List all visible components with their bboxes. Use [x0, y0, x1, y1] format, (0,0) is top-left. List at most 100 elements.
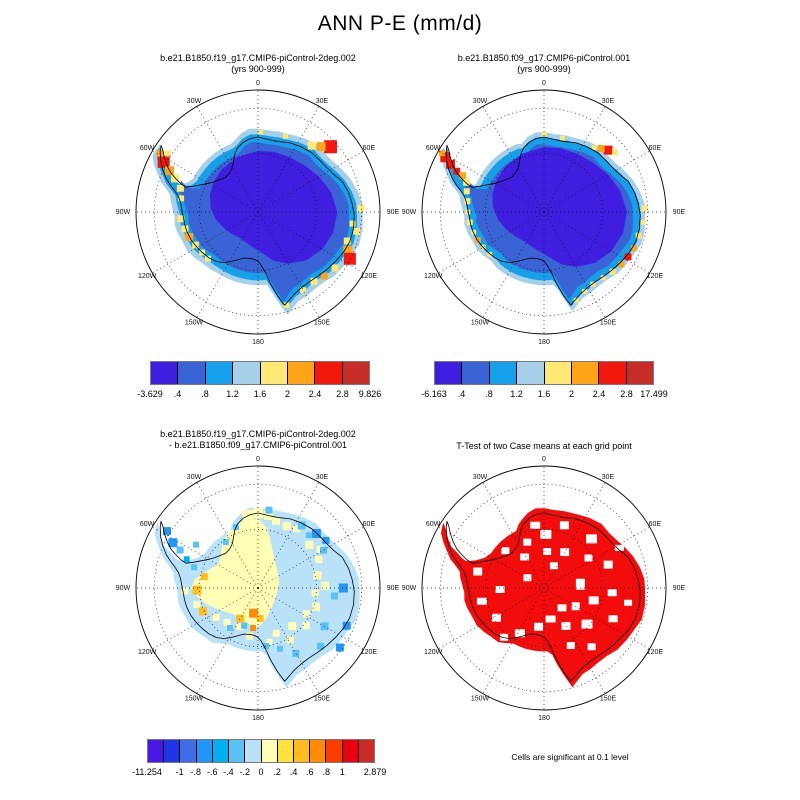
panel-title-line: (yrs 900-999) [231, 63, 285, 74]
panel-title-line: (yrs 900-999) [517, 63, 571, 74]
panel-title-line: b.e21.B1850.f09_g17.CMIP6-piControl.001 [457, 53, 631, 63]
map-difference: 0 30E 60E 90E 120E 150E 180 150W 120W 90W 60W 30W [116, 456, 400, 722]
colorbar-cell [309, 740, 326, 762]
svg-text:60W: 60W [140, 145, 155, 152]
colorbar-case2 [434, 361, 654, 385]
colorbar-cell [341, 362, 369, 384]
svg-text:30W: 30W [187, 474, 202, 481]
colorbar-cell [292, 740, 310, 762]
figure-title: ANN P-E (mm/d) [317, 12, 483, 35]
svg-text:90E: 90E [673, 585, 686, 592]
colorbar-cell [179, 740, 196, 762]
colorbar-tick-label: .4 [173, 389, 182, 399]
colorbar-tick-label: -6.163 [421, 389, 447, 399]
svg-text:30E: 30E [602, 98, 615, 105]
svg-text:150W: 150W [185, 320, 204, 327]
svg-text:150E: 150E [314, 320, 331, 327]
svg-text:60E: 60E [363, 521, 376, 528]
colorbar-cell [488, 362, 517, 384]
svg-text:90E: 90E [673, 209, 686, 216]
colorbar-cell [325, 740, 342, 762]
svg-text:180: 180 [252, 339, 264, 346]
svg-text:30W: 30W [187, 98, 202, 105]
svg-text:120E: 120E [647, 273, 664, 280]
panel-title-difference: b.e21.B1850.f19_g17.CMIP6-piControl-2deg… [98, 429, 418, 450]
colorbar-labels-case1: -3.629 .4 .8 1.2 1.6 2 2.4 2.8 9.826 [137, 389, 381, 401]
colorbar-cell [314, 362, 342, 384]
svg-text:30E: 30E [316, 98, 329, 105]
svg-text:90W: 90W [116, 585, 131, 592]
colorbar-tick-label: 9.826 [358, 389, 382, 399]
colorbar-cell [598, 362, 626, 384]
colorbar-cell [543, 362, 571, 384]
colorbar-labels-case2: -6.163 .4 .8 1.2 1.6 2 2.4 2.8 17.499 [421, 389, 668, 401]
panel-title-case1: b.e21.B1850.f19_g17.CMIP6-piControl-2deg… [98, 53, 418, 74]
colorbar-tick-label: -.4 [223, 767, 234, 777]
colorbar-cell [151, 362, 178, 384]
svg-text:150W: 150W [471, 320, 490, 327]
colorbar-cell [276, 740, 293, 762]
svg-text:150E: 150E [600, 320, 617, 327]
colorbar-tick-label: 1.6 [253, 389, 267, 399]
svg-text:30E: 30E [602, 474, 615, 481]
colorbar-cell [357, 740, 375, 762]
svg-text:150E: 150E [600, 696, 617, 703]
colorbar-cell [195, 740, 212, 762]
colorbar-cell [570, 362, 599, 384]
colorbar-cell [341, 740, 358, 762]
colorbar-tick-label: .8 [485, 389, 493, 399]
svg-text:180: 180 [538, 715, 550, 722]
colorbar-cell [625, 362, 653, 384]
colorbar-tick-label: 2.8 [336, 389, 349, 399]
colorbar-cell [177, 362, 205, 384]
svg-text:90E: 90E [387, 585, 400, 592]
colorbar-cell [211, 740, 229, 762]
colorbar-tick-label: -1 [175, 767, 184, 777]
svg-text:120W: 120W [138, 273, 157, 280]
colorbar-case1 [150, 361, 370, 385]
significance-caption: Cells are significant at 0.1 level [511, 752, 629, 762]
svg-text:30W: 30W [473, 474, 488, 481]
colorbar-cell [286, 362, 315, 384]
colorbar-cell [163, 740, 180, 762]
svg-text:60E: 60E [363, 145, 376, 152]
svg-text:90W: 90W [402, 209, 417, 216]
svg-text:60W: 60W [426, 521, 441, 528]
svg-text:180: 180 [252, 715, 264, 722]
colorbar-tick-label: .4 [457, 389, 466, 399]
svg-text:90W: 90W [402, 585, 417, 592]
svg-text:120E: 120E [647, 649, 664, 656]
svg-text:150W: 150W [471, 696, 490, 703]
svg-text:120E: 120E [361, 649, 378, 656]
colorbar-cell [204, 362, 233, 384]
colorbar-tick-label: 1 [339, 767, 345, 777]
colorbar-cell [435, 362, 462, 384]
colorbar-tick-label: 1.2 [226, 389, 239, 399]
colorbar-tick-label: -.2 [239, 767, 251, 777]
colorbar-cell [260, 740, 277, 762]
colorbar-cell [461, 362, 489, 384]
colorbar-cell [232, 362, 260, 384]
colorbar-tick-label: 2 [568, 389, 575, 399]
colorbar-difference [147, 739, 375, 763]
colorbar-tick-label: .4 [289, 767, 298, 777]
colorbar-tick-label: -.6 [206, 767, 218, 777]
map-case1: 0 30E 60E 90E 120E 150E 180 150W 120W 90W 60W 30W [116, 80, 400, 346]
svg-text:90W: 90W [116, 209, 131, 216]
svg-text:0: 0 [256, 80, 260, 87]
colorbar-tick-label: 2 [284, 389, 291, 399]
map-case2: 0 30E 60E 90E 120E 150E 180 150W 120W 90W 60W 30W [402, 80, 686, 346]
colorbar-tick-label: 1.2 [510, 389, 523, 399]
colorbar-tick-label: 2.879 [363, 767, 387, 777]
colorbar-tick-label: 2.8 [620, 389, 633, 399]
panel-title-line: - b.e21.B1850.f09_g17.CMIP6-piControl.00… [168, 439, 348, 450]
panel-title-line: T-Test of two Case means at each grid po… [456, 441, 632, 451]
svg-text:0: 0 [542, 80, 546, 87]
svg-text:120E: 120E [361, 273, 378, 280]
colorbar-tick-label: -11.254 [132, 767, 162, 777]
svg-text:120W: 120W [424, 273, 443, 280]
colorbar-tick-label: -3.629 [137, 389, 163, 399]
colorbar-tick-label: 2.4 [308, 389, 322, 399]
svg-text:60W: 60W [426, 145, 441, 152]
